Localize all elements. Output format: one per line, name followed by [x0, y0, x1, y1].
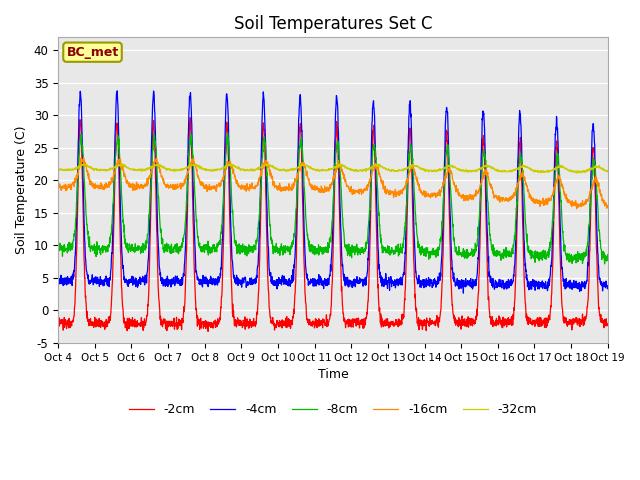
-16cm [493, 195, 500, 201]
-8cm [361, 249, 369, 254]
Line: -32cm: -32cm [58, 164, 608, 173]
-2cm [493, 321, 501, 327]
-16cm [80, 154, 88, 160]
Y-axis label: Soil Temperature (C): Soil Temperature (C) [15, 126, 28, 254]
-16cm [361, 186, 369, 192]
-8cm [224, 130, 232, 135]
-2cm [349, 324, 357, 330]
-32cm [361, 168, 369, 173]
-16cm [54, 184, 62, 190]
-8cm [493, 253, 500, 259]
-2cm [556, 228, 563, 234]
-32cm [116, 161, 124, 167]
-2cm [186, 115, 194, 120]
-4cm [113, 88, 121, 94]
-4cm [604, 283, 612, 289]
-2cm [361, 317, 369, 323]
-16cm [573, 206, 580, 212]
Line: -2cm: -2cm [58, 118, 608, 331]
-8cm [349, 249, 356, 254]
-4cm [556, 200, 563, 205]
-32cm [493, 167, 500, 172]
X-axis label: Time: Time [317, 368, 348, 381]
-2cm [571, 317, 579, 323]
-8cm [556, 173, 563, 179]
-4cm [361, 281, 369, 287]
-32cm [349, 168, 356, 173]
-2cm [208, 324, 216, 330]
-32cm [604, 168, 612, 174]
-8cm [54, 244, 62, 250]
Title: Soil Temperatures Set C: Soil Temperatures Set C [234, 15, 432, 33]
-2cm [54, 316, 62, 322]
-32cm [208, 168, 216, 174]
-16cm [349, 190, 356, 196]
-4cm [54, 281, 62, 287]
-8cm [571, 253, 579, 259]
-4cm [460, 290, 467, 296]
-4cm [493, 285, 501, 290]
-4cm [208, 276, 216, 281]
-32cm [573, 170, 580, 176]
Line: -4cm: -4cm [58, 91, 608, 293]
-16cm [208, 183, 216, 189]
-2cm [204, 328, 212, 334]
-8cm [604, 252, 612, 258]
-32cm [54, 167, 62, 173]
Line: -16cm: -16cm [58, 157, 608, 209]
-16cm [556, 175, 563, 181]
-8cm [601, 261, 609, 267]
-16cm [604, 203, 612, 208]
-4cm [571, 285, 579, 290]
-2cm [604, 323, 612, 328]
-8cm [207, 245, 215, 251]
-4cm [349, 278, 356, 284]
Legend: -2cm, -4cm, -8cm, -16cm, -32cm: -2cm, -4cm, -8cm, -16cm, -32cm [124, 398, 542, 421]
-32cm [571, 169, 579, 175]
-32cm [556, 164, 563, 170]
Line: -8cm: -8cm [58, 132, 608, 264]
-16cm [571, 200, 579, 205]
Text: BC_met: BC_met [67, 46, 118, 59]
